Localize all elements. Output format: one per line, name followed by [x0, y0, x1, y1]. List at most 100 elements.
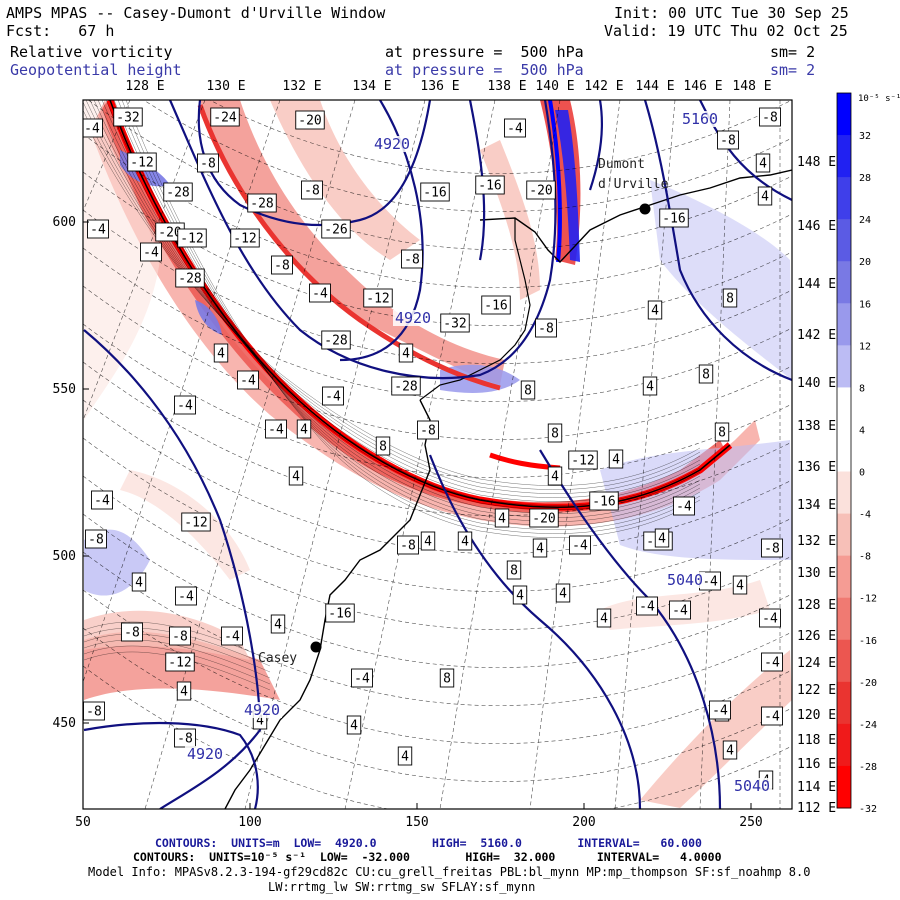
vorticity-label: 4 [296, 419, 312, 439]
ice-shelf-edge [419, 218, 531, 401]
longitude-right-label: 118 E [797, 733, 836, 748]
vorticity-label-text: -8 [764, 542, 780, 557]
vorticity-label: 4 [608, 449, 624, 469]
longitude-right-label: 114 E [797, 780, 836, 795]
vorticity-label-text: -4 [178, 590, 194, 605]
height-contour-line [643, 100, 792, 382]
station-label: d'Urville [598, 177, 669, 192]
longitude-right-label: 140 E [797, 376, 836, 391]
parallel-line [83, 437, 792, 592]
vorticity-label-text: -4 [312, 287, 328, 302]
colorbar-label: 32 [859, 131, 871, 142]
height-label-bg [185, 746, 225, 762]
vorticity-label-text: 4 [135, 576, 143, 591]
vorticity-label: -8 [121, 622, 143, 642]
vorticity-label-box [440, 313, 470, 333]
vorticity-label-text: -28 [178, 272, 201, 287]
vorticity-label-text: 4 [516, 589, 524, 604]
vorticity-label: 4 [270, 614, 286, 634]
height-contour-line [83, 329, 262, 809]
vorticity-label-box [175, 586, 197, 606]
vorticity-label-text: -28 [250, 197, 273, 212]
vorticity-label: -4 [175, 586, 197, 606]
vorticity-label-box [127, 152, 157, 172]
vorticity-label-text: 4 [551, 470, 559, 485]
vorticity-label-text: 4 [401, 750, 409, 765]
vorticity-label-text: -16 [484, 299, 507, 314]
colorbar-segment [837, 555, 851, 599]
vorticity-label: -4 [504, 118, 526, 138]
vorticity-label-text: -4 [240, 374, 256, 389]
vorticity-label-box [174, 395, 196, 415]
vorticity-label-text: -4 [762, 612, 778, 627]
vorticity-contour-line [83, 645, 271, 685]
vorticity-label: -8 [271, 255, 293, 275]
height-label-bg [393, 310, 433, 326]
vorticity-label-box [529, 508, 559, 528]
vorticity-label: 4 [722, 740, 738, 760]
field2-level: at pressure = 500 hPa [385, 61, 584, 79]
valid-time: Valid: 19 UTC Thu 02 Oct 25 [604, 22, 848, 40]
vorticity-label: 8 [520, 380, 536, 400]
longitude-right-label: 112 E [797, 801, 836, 816]
vorticity-label: -4 [709, 700, 731, 720]
vorticity-label-box [213, 343, 229, 363]
colorbar-segment [837, 471, 851, 515]
vorticity-label-box [237, 370, 259, 390]
parallel-line [83, 475, 792, 630]
vorticity-label-box [230, 228, 260, 248]
vorticity-label-box [175, 268, 205, 288]
vorticity-label: -4 [87, 219, 109, 239]
vorticity-label-box [140, 242, 162, 262]
vorticity-label-box [547, 423, 563, 443]
vorticity-shade-area [650, 180, 792, 380]
vorticity-label: 4 [755, 153, 771, 173]
vorticity-label: 8 [547, 423, 563, 443]
vorticity-label: 4 [547, 466, 563, 486]
vorticity-label-text: -4 [672, 604, 688, 619]
vorticity-label-text: -4 [325, 390, 341, 405]
vorticity-label: -20 [295, 110, 325, 130]
vorticity-label: 8 [698, 364, 714, 384]
vorticity-label: 4 [494, 508, 510, 528]
field2-name: Geopotential height [10, 61, 182, 79]
height-label-text: 4920 [395, 309, 431, 327]
longitude-right-label: 134 E [797, 498, 836, 513]
parallel-line [83, 551, 792, 706]
vorticity-contour-line [83, 117, 701, 486]
vorticity-label-text: 4 [350, 719, 358, 734]
vorticity-label-text: -20 [532, 512, 555, 527]
vorticity-label-box [87, 219, 109, 239]
vorticity-label-box [176, 681, 192, 701]
vorticity-label-text: 4 [498, 512, 506, 527]
vorticity-label-text: 8 [718, 426, 726, 441]
vorticity-label: 4 [512, 585, 528, 605]
vorticity-label: 4 [457, 531, 473, 551]
meridian-line [83, 100, 281, 683]
longitude-top-label: 134 E [352, 79, 391, 94]
vorticity-label-text: 4 [646, 380, 654, 395]
height-label-bg [665, 572, 705, 588]
vorticity-label: -4 [237, 370, 259, 390]
vorticity-label-box [732, 575, 748, 595]
vorticity-label: -8 [169, 626, 191, 646]
vorticity-label: -4 [351, 668, 373, 688]
vorticity-label-text: -8 [538, 322, 554, 337]
vorticity-label-box [761, 538, 783, 558]
station-marker [310, 641, 322, 653]
vorticity-label-box [673, 496, 695, 516]
longitude-top-label: 146 E [683, 79, 722, 94]
vorticity-label-box [555, 583, 571, 603]
colorbar-segment [837, 135, 851, 178]
longitude-right-label: 132 E [797, 534, 836, 549]
vorticity-label: -16 [589, 491, 619, 511]
meridian-line [699, 100, 731, 809]
colorbar-segment [837, 345, 851, 388]
vorticity-label: -4 [83, 118, 103, 138]
model-physics-info: LW:rrtmg_lw SW:rrtmg_sw SFLAY:sf_mynn [268, 880, 536, 894]
vorticity-label: 4 [642, 376, 658, 396]
vorticity-label-box [504, 118, 526, 138]
vorticity-label: -4 [221, 626, 243, 646]
vorticity-label-box [526, 180, 556, 200]
vorticity-label-box [568, 450, 598, 470]
